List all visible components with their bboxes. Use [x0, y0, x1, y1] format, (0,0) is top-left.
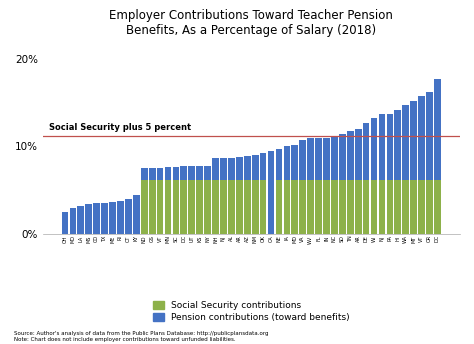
- Text: Source: Author's analysis of data from the Public Plans Database: http://publicp: Source: Author's analysis of data from t…: [14, 331, 269, 342]
- Bar: [283, 180, 290, 234]
- Legend: Social Security contributions, Pension contributions (toward benefits): Social Security contributions, Pension c…: [153, 301, 349, 322]
- Bar: [189, 180, 195, 234]
- Text: Social Security plus 5 percent: Social Security plus 5 percent: [49, 123, 191, 132]
- Bar: [236, 157, 243, 180]
- Bar: [347, 131, 354, 180]
- Bar: [228, 158, 235, 180]
- Bar: [220, 180, 227, 234]
- Bar: [371, 118, 377, 180]
- Bar: [307, 138, 314, 180]
- Bar: [149, 180, 155, 234]
- Bar: [307, 180, 314, 234]
- Bar: [117, 201, 124, 234]
- Bar: [355, 129, 362, 180]
- Bar: [394, 110, 401, 180]
- Bar: [402, 180, 409, 234]
- Bar: [371, 180, 377, 234]
- Bar: [181, 166, 187, 180]
- Bar: [379, 114, 385, 180]
- Bar: [228, 180, 235, 234]
- Bar: [141, 180, 147, 234]
- Bar: [426, 180, 433, 234]
- Bar: [77, 206, 84, 234]
- Bar: [236, 180, 243, 234]
- Bar: [212, 158, 219, 180]
- Bar: [315, 180, 322, 234]
- Bar: [260, 180, 266, 234]
- Bar: [252, 180, 258, 234]
- Bar: [363, 123, 370, 180]
- Bar: [244, 156, 251, 180]
- Bar: [204, 180, 211, 234]
- Bar: [157, 168, 164, 180]
- Bar: [133, 194, 140, 234]
- Bar: [101, 203, 108, 234]
- Bar: [189, 166, 195, 180]
- Bar: [363, 180, 370, 234]
- Bar: [125, 199, 132, 234]
- Bar: [275, 180, 283, 234]
- Bar: [268, 151, 274, 234]
- Title: Employer Contributions Toward Teacher Pension
Benefits, As a Percentage of Salar: Employer Contributions Toward Teacher Pe…: [109, 9, 393, 37]
- Bar: [379, 180, 385, 234]
- Bar: [275, 149, 283, 180]
- Bar: [181, 180, 187, 234]
- Bar: [339, 134, 346, 180]
- Bar: [220, 158, 227, 180]
- Bar: [410, 180, 417, 234]
- Bar: [204, 165, 211, 180]
- Bar: [402, 105, 409, 180]
- Bar: [434, 79, 441, 180]
- Bar: [212, 180, 219, 234]
- Bar: [173, 180, 179, 234]
- Bar: [355, 180, 362, 234]
- Bar: [386, 180, 393, 234]
- Bar: [85, 204, 92, 234]
- Bar: [394, 180, 401, 234]
- Bar: [283, 146, 290, 180]
- Bar: [434, 180, 441, 234]
- Bar: [315, 138, 322, 180]
- Bar: [164, 180, 172, 234]
- Bar: [323, 180, 330, 234]
- Bar: [157, 180, 164, 234]
- Bar: [141, 168, 147, 180]
- Bar: [386, 114, 393, 180]
- Bar: [260, 153, 266, 180]
- Bar: [292, 180, 298, 234]
- Bar: [418, 180, 425, 234]
- Bar: [331, 180, 338, 234]
- Bar: [323, 138, 330, 180]
- Bar: [339, 180, 346, 234]
- Bar: [196, 180, 203, 234]
- Bar: [149, 168, 155, 180]
- Bar: [173, 168, 179, 180]
- Bar: [62, 212, 68, 234]
- Bar: [300, 180, 306, 234]
- Bar: [347, 180, 354, 234]
- Bar: [426, 92, 433, 180]
- Bar: [418, 96, 425, 180]
- Bar: [93, 203, 100, 234]
- Bar: [164, 168, 172, 180]
- Bar: [70, 208, 76, 234]
- Bar: [244, 180, 251, 234]
- Bar: [196, 166, 203, 180]
- Bar: [252, 155, 258, 180]
- Bar: [109, 202, 116, 234]
- Bar: [331, 136, 338, 180]
- Bar: [292, 144, 298, 180]
- Bar: [300, 140, 306, 180]
- Bar: [410, 101, 417, 180]
